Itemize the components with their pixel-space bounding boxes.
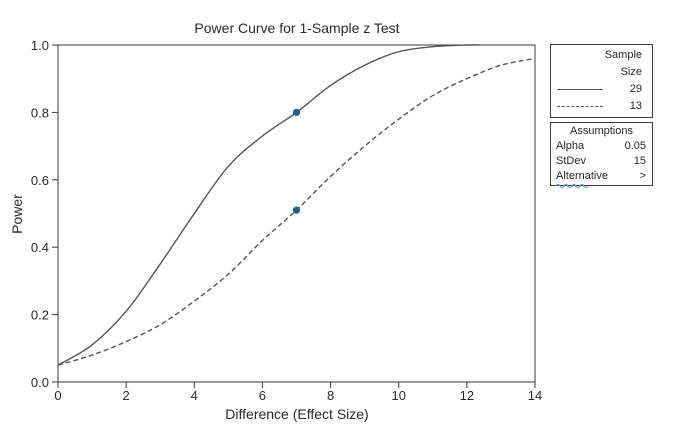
assumption-label: StDev xyxy=(556,155,586,167)
sample-size-legend: Sample Size 29 13 xyxy=(550,44,653,118)
x-tick-label: 12 xyxy=(460,388,474,403)
assumption-row-alpha: Alpha 0.05 xyxy=(551,139,652,154)
x-tick-label: 4 xyxy=(191,388,198,403)
y-tick-label: 0.0 xyxy=(31,375,49,390)
assumptions-title: Assumptions xyxy=(570,125,633,137)
power-marker-point xyxy=(292,206,301,214)
chart-title: Power Curve for 1-Sample z Test xyxy=(194,20,399,36)
y-axis-ticks: 0.0 0.2 0.4 0.6 0.8 1.0 xyxy=(31,38,58,390)
y-tick-label: 0.4 xyxy=(31,240,49,255)
x-tick-label: 10 xyxy=(391,388,405,403)
legend-title-line2: Size xyxy=(620,66,642,78)
assumption-label: Alpha xyxy=(556,140,585,152)
assumptions-box: Assumptions Alpha 0.05 StDev 15 Alternat… xyxy=(550,122,653,186)
legend-label-13: 13 xyxy=(629,100,642,112)
legend-title-line1: Sample xyxy=(604,49,642,61)
x-axis-ticks: 0 2 4 6 8 10 12 14 xyxy=(54,382,542,403)
dashed-line-swatch xyxy=(557,106,603,107)
x-tick-label: 0 xyxy=(54,388,61,403)
marker-layer xyxy=(292,108,301,214)
x-tick-label: 2 xyxy=(123,388,130,403)
y-tick-label: 0.8 xyxy=(31,105,49,120)
legend-item-13: 13 xyxy=(551,98,652,115)
solid-line-swatch xyxy=(557,89,603,90)
x-tick-label: 8 xyxy=(327,388,334,403)
x-tick-label: 6 xyxy=(259,388,266,403)
x-tick-label: 14 xyxy=(528,388,542,403)
assumption-value: 15 xyxy=(633,155,646,167)
spellcheck-squiggle xyxy=(556,184,589,188)
y-tick-label: 0.6 xyxy=(31,173,49,188)
legend-item-29: 29 xyxy=(551,81,652,98)
assumption-row-stdev: StDev 15 xyxy=(551,154,652,169)
assumption-label: Alternative xyxy=(556,170,608,182)
y-tick-label: 1.0 xyxy=(31,38,49,53)
assumption-value: 0.05 xyxy=(624,140,646,152)
y-axis-label: Power xyxy=(9,194,25,234)
legend-label-29: 29 xyxy=(629,83,642,95)
power-marker-point xyxy=(292,108,301,116)
series-layer xyxy=(57,44,536,366)
plot-frame xyxy=(57,44,536,383)
x-axis-label: Difference (Effect Size) xyxy=(225,406,368,422)
y-tick-label: 0.2 xyxy=(31,308,49,323)
series-line-29 xyxy=(57,44,481,366)
assumption-value: > xyxy=(639,170,646,182)
assumption-row-alternative: Alternative > xyxy=(551,169,652,184)
